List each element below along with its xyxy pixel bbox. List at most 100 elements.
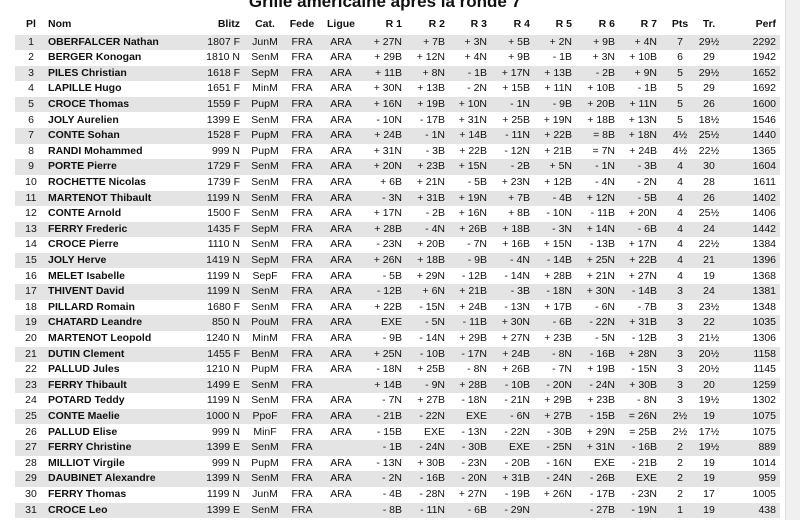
cell: 1	[28, 35, 34, 48]
cell: + 26N	[373, 253, 402, 266]
cell: + 29B	[544, 394, 572, 407]
cell: 28	[25, 456, 37, 469]
cell: + 23B	[587, 394, 615, 407]
player-name: FERRY Thibault	[48, 378, 127, 391]
cell: FRA	[291, 285, 313, 298]
cell: 4	[677, 269, 683, 282]
cell: FRA	[291, 441, 313, 454]
cell: 4	[677, 175, 683, 188]
cell: 1618 F	[207, 66, 240, 79]
player-name: CHATARD Leandre	[48, 316, 143, 329]
cell: 1399 E	[206, 113, 240, 126]
cell: + 14N	[586, 222, 615, 235]
player-name: PILLARD Romain	[48, 300, 135, 313]
cell: 23	[25, 378, 37, 391]
cell: 9	[28, 160, 34, 173]
cell: FRA	[291, 207, 313, 220]
cell: + 14B	[459, 129, 487, 142]
cell: - 3N	[382, 191, 402, 204]
cell: + 17B	[544, 300, 572, 313]
cell: + 15B	[502, 82, 530, 95]
cell: - 7N	[467, 238, 487, 251]
cell: - 6B	[467, 503, 487, 516]
cell: - 2N	[467, 82, 487, 95]
cell: SenM	[251, 207, 279, 220]
cell: - 3N	[552, 222, 572, 235]
cell: SenM	[251, 472, 279, 485]
cell: - 12B	[376, 285, 402, 298]
table-row	[15, 96, 780, 113]
table-row	[15, 502, 780, 519]
cell: + 21B	[544, 144, 572, 157]
cell: 29½	[698, 66, 720, 79]
cell: - 4B	[382, 487, 402, 500]
cell: + 28B	[459, 378, 487, 391]
cell: 21	[25, 347, 37, 360]
cell: - 4N	[425, 222, 445, 235]
cell: 1651 F	[207, 82, 240, 95]
player-name: FERRY Christine	[48, 441, 132, 454]
cell: 3	[677, 394, 683, 407]
cell: EXE	[423, 425, 445, 438]
cell: 1942	[752, 51, 776, 64]
cell: = 7N	[592, 144, 615, 157]
cell: FRA	[291, 394, 313, 407]
cell: - 25N	[546, 441, 572, 454]
title: Grille américaine après la ronde 7	[248, 0, 522, 11]
cell: - 23N	[631, 487, 657, 500]
cell: 11	[25, 191, 37, 204]
cell: + 30N	[373, 82, 402, 95]
cell: 19	[703, 456, 715, 469]
cell: + 7B	[423, 35, 445, 48]
cell: - 10B	[504, 378, 530, 391]
cell: ARA	[330, 129, 352, 142]
cell: SenM	[251, 300, 279, 313]
cell: - 4N	[510, 253, 530, 266]
table-row	[15, 315, 780, 331]
cell: ARA	[330, 487, 352, 500]
cell: - 9B	[467, 253, 487, 266]
cell: 1652	[752, 66, 776, 79]
cell: - 16B	[419, 472, 445, 485]
cell: - 9B	[382, 331, 402, 344]
cell: ARA	[330, 285, 352, 298]
column-header: Cat.	[255, 18, 275, 30]
cell: + 13B	[544, 66, 572, 79]
cell: - 22N	[504, 425, 530, 438]
cell: + 8B	[508, 207, 530, 220]
cell: ARA	[330, 300, 352, 313]
cell: ARA	[330, 347, 352, 360]
cell: + 27B	[544, 409, 572, 422]
cell: - 13N	[461, 425, 487, 438]
cell: MinF	[253, 425, 277, 438]
cell: SepM	[251, 222, 279, 235]
cell: FRA	[291, 456, 313, 469]
cell: 3	[677, 300, 683, 313]
cell: - 26B	[589, 472, 615, 485]
player-name: JOLY Aurelien	[48, 113, 119, 126]
cell: 1559 F	[207, 97, 240, 110]
cell: + 22B	[629, 253, 657, 266]
column-header: Ligue	[327, 18, 355, 30]
cell: + 24B	[374, 129, 402, 142]
scrollbar[interactable]	[785, 0, 800, 520]
cell: 3	[677, 363, 683, 376]
cell: - 14N	[419, 331, 445, 344]
player-name: POTARD Teddy	[48, 394, 125, 407]
cell: 1199 N	[206, 487, 240, 500]
cell: - 2N	[637, 175, 657, 188]
cell: 1692	[752, 82, 776, 95]
cell: ARA	[330, 144, 352, 157]
cell: + 18B	[417, 253, 445, 266]
cell: 1455 F	[207, 347, 240, 360]
cell: 1014	[752, 456, 776, 469]
cell: 1440	[752, 129, 776, 142]
player-name: CROCE Thomas	[48, 97, 130, 110]
cell: - 17B	[419, 113, 445, 126]
cell: - 10N	[376, 113, 402, 126]
cell: 18½	[698, 113, 720, 126]
cell: 2	[677, 487, 683, 500]
cell: 20½	[698, 363, 720, 376]
cell: + 15N	[543, 238, 572, 251]
cell: + 11B	[375, 66, 402, 79]
